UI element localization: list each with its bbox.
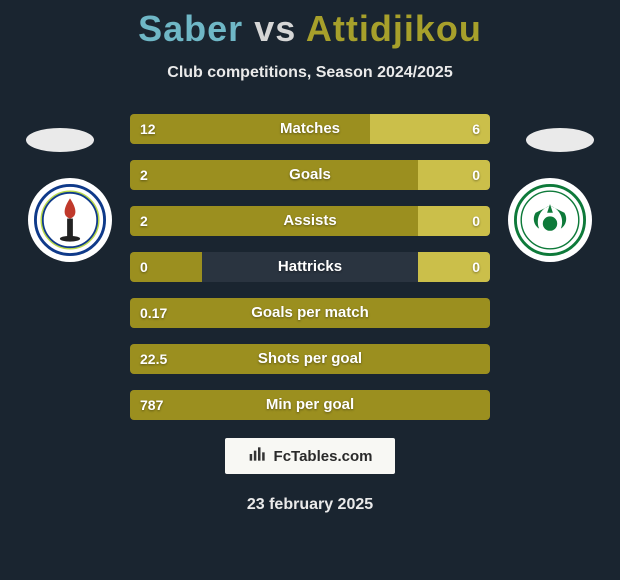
page-title: Saber vs Attidjikou [0, 0, 620, 50]
brand-box: FcTables.com [225, 438, 395, 474]
player2-name: Attidjikou [306, 8, 482, 49]
stat-bar-row: Min per goal787 [130, 390, 490, 420]
brand-text: FcTables.com [274, 448, 373, 465]
player2-club-logo [508, 178, 592, 262]
stat-value-left: 12 [140, 114, 156, 144]
stat-bar-row: Matches12 6 [130, 114, 490, 144]
stat-bar-row: Goals per match0.17 [130, 298, 490, 328]
stat-value-right: 0 [472, 252, 480, 282]
chart-icon [248, 444, 268, 469]
stat-value-right: 6 [472, 114, 480, 144]
stat-value-left: 2 [140, 206, 148, 236]
stat-bar-label: Shots per goal [130, 344, 490, 374]
player1-name: Saber [138, 8, 243, 49]
player1-avatar [26, 128, 94, 152]
vs-label: vs [254, 8, 296, 49]
stat-bar-label: Goals per match [130, 298, 490, 328]
stat-value-right: 0 [472, 206, 480, 236]
stat-bar-label: Matches [130, 114, 490, 144]
stat-bar-row: Shots per goal22.5 [130, 344, 490, 374]
player1-club-logo [28, 178, 112, 262]
stat-bar-row: Hattricks0 0 [130, 252, 490, 282]
stat-value-left: 0.17 [140, 298, 167, 328]
stat-bar-label: Min per goal [130, 390, 490, 420]
stat-value-left: 22.5 [140, 344, 167, 374]
player2-avatar [526, 128, 594, 152]
stat-bar-label: Hattricks [130, 252, 490, 282]
stat-value-left: 787 [140, 390, 163, 420]
stat-value-right: 0 [472, 160, 480, 190]
stat-bars: Matches126Goals20Assists20Hattricks00Goa… [130, 114, 490, 420]
stat-value-left: 2 [140, 160, 148, 190]
stat-bar-label: Goals [130, 160, 490, 190]
subtitle: Club competitions, Season 2024/2025 [0, 64, 620, 82]
stat-bar-row: Assists2 0 [130, 206, 490, 236]
stat-bar-label: Assists [130, 206, 490, 236]
stat-value-left: 0 [140, 252, 148, 282]
footer-date: 23 february 2025 [0, 496, 620, 514]
stat-bar-row: Goals2 0 [130, 160, 490, 190]
